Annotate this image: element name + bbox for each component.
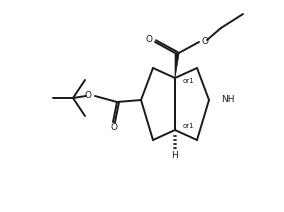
Text: or1: or1 — [183, 78, 195, 84]
Polygon shape — [175, 54, 179, 78]
Text: O: O — [110, 123, 118, 131]
Text: H: H — [172, 151, 178, 159]
Text: O: O — [145, 35, 153, 45]
Text: O: O — [202, 38, 208, 46]
Text: or1: or1 — [183, 123, 195, 129]
Text: NH: NH — [221, 95, 235, 105]
Text: O: O — [85, 91, 91, 99]
